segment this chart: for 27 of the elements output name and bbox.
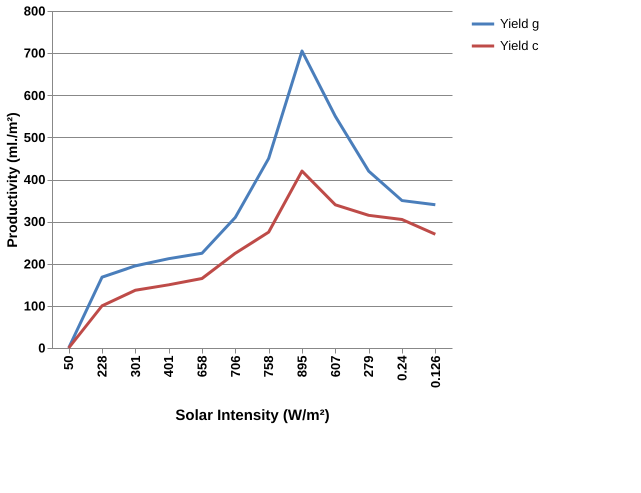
x-tick-label: 758 — [261, 356, 276, 378]
y-tick-label: 400 — [24, 172, 46, 187]
x-tick-label: 228 — [94, 356, 110, 378]
x-tick-label: 658 — [194, 356, 210, 378]
legend-label: Yield c — [500, 38, 540, 53]
y-tick-label: 700 — [24, 46, 46, 61]
y-tick-label: 600 — [24, 88, 46, 103]
legend-label: Yield g — [500, 16, 540, 31]
x-tick-label: 401 — [161, 356, 176, 378]
x-tick-label: 0.126 — [428, 356, 443, 388]
x-tick-label: 607 — [328, 356, 343, 378]
x-axis-title: Solar Intensity (W/m²) — [175, 407, 330, 424]
x-tick-label: 706 — [228, 356, 243, 378]
y-tick-label: 500 — [24, 130, 46, 145]
y-axis-title: Productivity (ml./m²) — [4, 112, 20, 248]
line-series — [67, 170, 437, 350]
y-tick-label: 200 — [24, 256, 46, 272]
line-series — [67, 50, 437, 350]
x-tick-label: 895 — [294, 356, 310, 378]
y-tick-label: 300 — [24, 214, 46, 230]
x-tick-label: 50 — [61, 356, 76, 370]
x-tick-label: 0.24 — [394, 354, 410, 381]
y-tick-label: 0 — [38, 340, 46, 356]
y-tick-label: 100 — [24, 298, 46, 314]
x-tick-label: 279 — [361, 356, 376, 378]
y-tick-label: 800 — [24, 4, 46, 18]
x-tick-label: 301 — [128, 356, 143, 378]
